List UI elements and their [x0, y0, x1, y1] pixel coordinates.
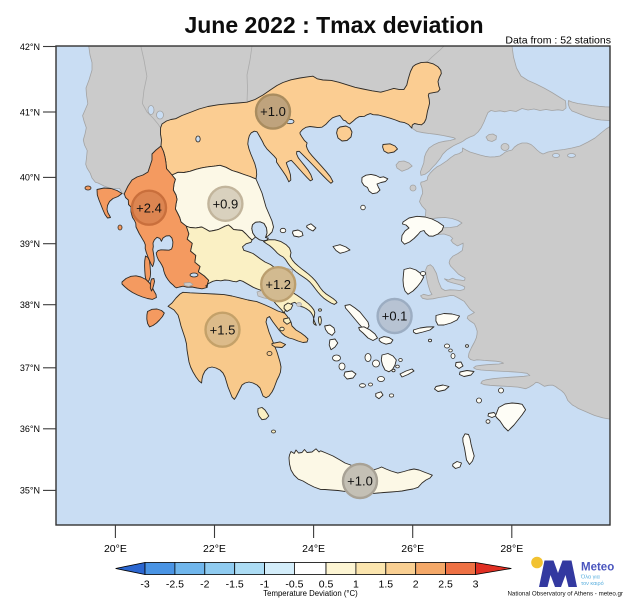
svg-text:Όλα για: Όλα για: [580, 575, 601, 581]
svg-text:41°N: 41°N: [20, 107, 40, 117]
svg-text:-0.5: -0.5: [285, 579, 303, 591]
svg-text:0.5: 0.5: [319, 579, 334, 591]
svg-text:Temperature Deviation (°C): Temperature Deviation (°C): [263, 589, 358, 598]
svg-text:28°E: 28°E: [500, 543, 523, 555]
svg-text:+1.5: +1.5: [210, 322, 236, 337]
svg-text:Meteo: Meteo: [581, 562, 614, 574]
svg-text:-1.5: -1.5: [226, 579, 244, 591]
svg-text:-1: -1: [260, 579, 269, 591]
svg-text:2.5: 2.5: [438, 579, 453, 591]
svg-text:2: 2: [413, 579, 419, 591]
svg-text:-2: -2: [200, 579, 209, 591]
svg-text:22°E: 22°E: [203, 543, 226, 555]
svg-text:June 2022 : Tmax deviation: June 2022 : Tmax deviation: [184, 12, 483, 38]
svg-text:+0.9: +0.9: [213, 196, 239, 211]
svg-text:3: 3: [473, 579, 479, 591]
svg-text:38°N: 38°N: [20, 300, 40, 310]
svg-text:National Observatory of Athens: National Observatory of Athens - meteo.g…: [507, 591, 623, 598]
svg-text:40°N: 40°N: [20, 173, 40, 183]
svg-text:+2.4: +2.4: [136, 200, 162, 215]
svg-text:24°E: 24°E: [302, 543, 325, 555]
svg-text:+1.0: +1.0: [260, 104, 286, 119]
svg-text:+1.0: +1.0: [347, 474, 373, 489]
svg-text:26°E: 26°E: [401, 543, 424, 555]
svg-text:35°N: 35°N: [20, 486, 40, 496]
svg-text:+1.2: +1.2: [265, 277, 291, 292]
svg-text:+0.1: +0.1: [382, 309, 408, 324]
svg-text:-2.5: -2.5: [166, 579, 184, 591]
svg-text:τον καιρό: τον καιρό: [581, 580, 604, 587]
svg-text:-3: -3: [140, 579, 149, 591]
svg-text:39°N: 39°N: [20, 239, 40, 249]
svg-text:20°E: 20°E: [104, 543, 127, 555]
svg-text:37°N: 37°N: [20, 363, 40, 373]
svg-text:42°N: 42°N: [20, 42, 40, 52]
svg-text:Data from : 52 stations: Data from : 52 stations: [505, 35, 611, 47]
svg-text:1: 1: [353, 579, 359, 591]
svg-text:1.5: 1.5: [378, 579, 393, 591]
svg-text:36°N: 36°N: [20, 424, 40, 434]
